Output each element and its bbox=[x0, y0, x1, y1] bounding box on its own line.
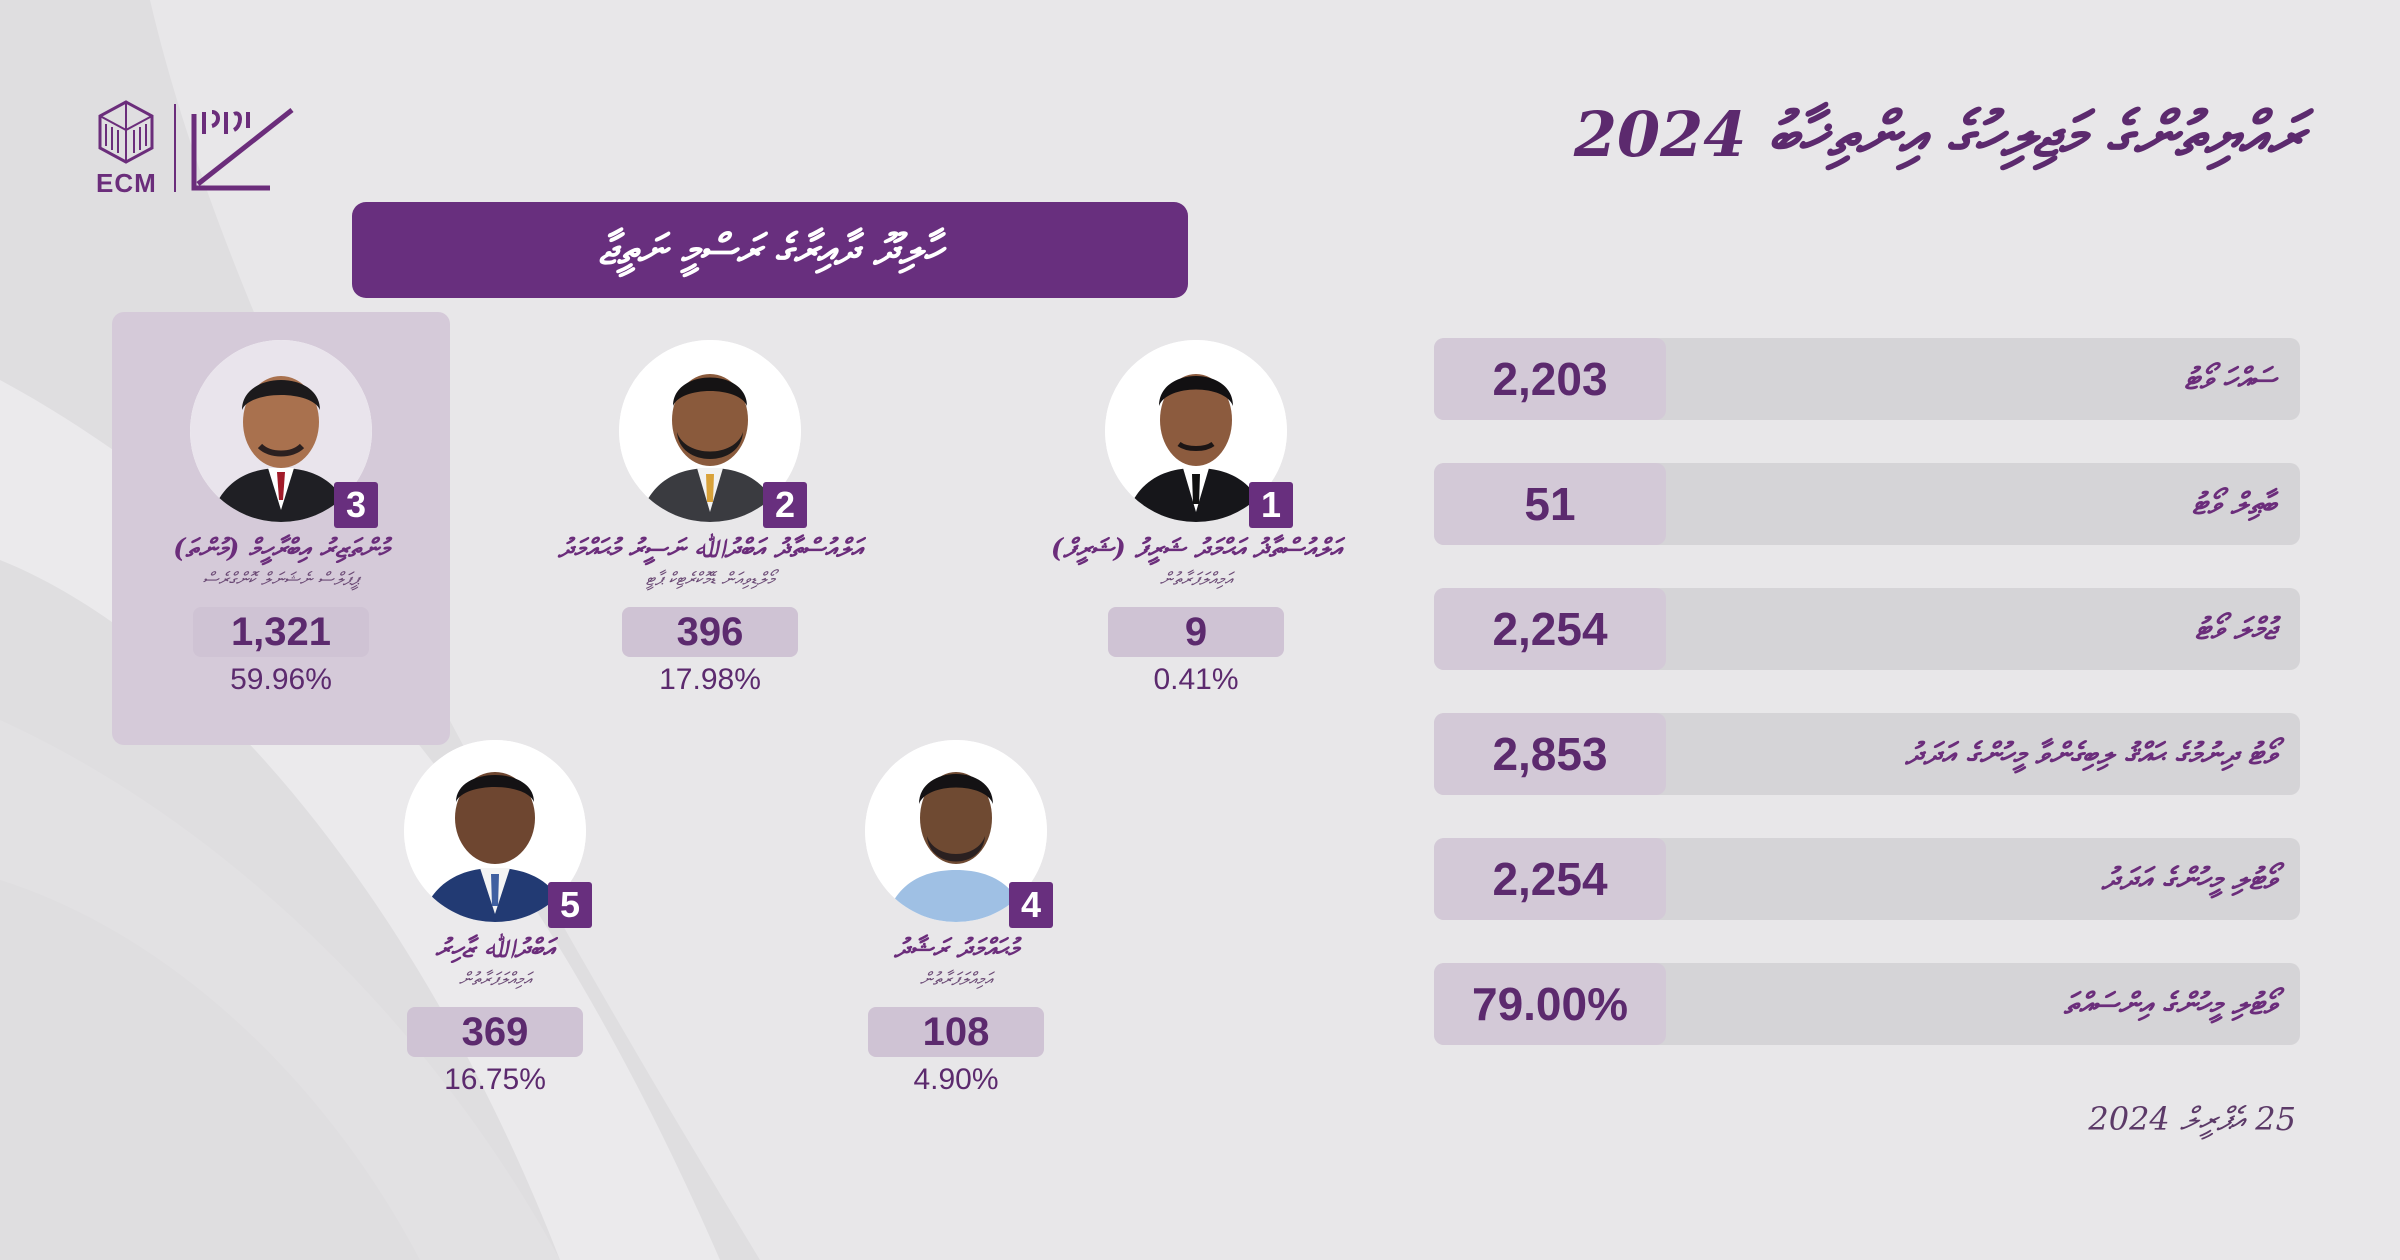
candidate-card: 1 އަލްއުސްތާޛު އަޙްމަދު ޝަރީފު (ޝަރީފް) … bbox=[1026, 340, 1366, 697]
candidate-party: މޯލްޑިވިއަން ޑެމޮކްރެޓިކް ޕާޓީ bbox=[645, 569, 775, 590]
candidate-percent: 16.75% bbox=[444, 1063, 546, 1096]
stat-value: 2,853 bbox=[1434, 713, 1666, 795]
candidate-percent: 0.41% bbox=[1153, 663, 1239, 696]
stat-value: 79.00% bbox=[1434, 963, 1666, 1045]
candidate-card: 2 އަލްއުސްތާޛު އަބްދުﷲ ނަސީރު މުޙައްމަދު… bbox=[540, 340, 880, 697]
stat-label: ސައްހަ ވޯޓު bbox=[2184, 361, 2276, 397]
candidate-photo bbox=[190, 340, 372, 522]
ecm-cube-icon bbox=[98, 100, 154, 164]
stat-row-total-votes: 2,254 ޖުމްލަ ވޯޓު bbox=[1434, 588, 2300, 670]
candidate-name: އަލްއުސްތާޛު އަބްދުﷲ ނަސީރު މުޙައްމަދު bbox=[557, 534, 863, 564]
candidate-party: އަމިއްލަފަރާތުން bbox=[458, 969, 532, 990]
stat-value: 51 bbox=[1434, 463, 1666, 545]
stat-label: ޖުމްލަ ވޯޓު bbox=[2195, 611, 2276, 647]
stat-row-turnout: 79.00% ވޯޓުލި މީހުންގެ އިންސައްތަ bbox=[1434, 963, 2300, 1045]
candidate-name: މުޙައްމަދު ރަޝާދު bbox=[894, 934, 1018, 964]
candidate-party: އަމިއްލަފަރާތުން bbox=[1159, 569, 1233, 590]
candidate-votes: 1,321 bbox=[193, 607, 369, 657]
stat-row-invalid-votes: 51 ބާޠިލް ވޯޓު bbox=[1434, 463, 2300, 545]
candidate-percent: 4.90% bbox=[913, 1063, 999, 1096]
page-title: ރައްޔިތުންގެ މަޖިލިހުގެ އިންތިޚާބު 2024 bbox=[1573, 98, 2304, 171]
ballot-mark-icon bbox=[191, 108, 294, 191]
candidate-name: އަލްއުސްތާޛު އަޙްމަދު ޝަރީފު (ޝަރީފް) bbox=[1050, 534, 1342, 564]
constituency-banner: ހާލިދޫ ދާއިރާގެ ރަސްމީ ނަތީޖާ bbox=[352, 202, 1188, 298]
candidate-number-badge: 1 bbox=[1249, 482, 1293, 528]
candidate-votes: 396 bbox=[622, 607, 798, 657]
candidate-photo bbox=[865, 740, 1047, 922]
candidate-number-badge: 5 bbox=[548, 882, 592, 928]
stat-row-eligible-voters: 2,853 ވޯޓު ދިނުމުގެ ޙައްޤު ލިބިގެންވާ މީ… bbox=[1434, 713, 2300, 795]
candidate-party: އަމިއްލަފަރާތުން bbox=[919, 969, 993, 990]
stat-value: 2,254 bbox=[1434, 588, 1666, 670]
candidate-percent: 59.96% bbox=[230, 663, 332, 696]
logo-divider bbox=[174, 104, 176, 192]
candidate-number-badge: 3 bbox=[334, 482, 378, 528]
logo-text: ECM bbox=[96, 168, 157, 198]
banner-text: ހާލިދޫ ދާއިރާގެ ރަސްމީ ނަތީޖާ bbox=[598, 225, 942, 274]
candidate-number-badge: 2 bbox=[763, 482, 807, 528]
stat-row-valid-votes: 2,203 ސައްހަ ވޯޓު bbox=[1434, 338, 2300, 420]
stat-row-voters: 2,254 ވޯޓުލި މީހުންގެ އަދަދު bbox=[1434, 838, 2300, 920]
candidate-card: 5 އަބްދުﷲ ޒާހިރު އަމިއްލަފަރާތުން 369 16… bbox=[325, 740, 665, 1097]
stat-label: ވޯޓުލި މީހުންގެ އިންސައްތަ bbox=[2063, 986, 2276, 1022]
candidate-votes: 369 bbox=[407, 1007, 583, 1057]
candidate-votes: 108 bbox=[868, 1007, 1044, 1057]
result-date: 25 އެޕްރީލް 2024 bbox=[2088, 1100, 2296, 1138]
candidate-party: ޕީޕަލްސް ނެޝަނަލް ކޮންގްރެސް bbox=[202, 569, 360, 590]
stat-value: 2,254 bbox=[1434, 838, 1666, 920]
candidate-number-badge: 4 bbox=[1009, 882, 1053, 928]
candidate-card: 3 މުންތަޒިރު އިބްރާހީމް (މުންތަ) ޕީޕަލްސ… bbox=[111, 340, 451, 697]
candidate-name: މުންތަޒިރު އިބްރާހީމް (މުންތަ) bbox=[173, 534, 389, 564]
candidate-photo bbox=[619, 340, 801, 522]
candidate-votes: 9 bbox=[1108, 607, 1284, 657]
candidate-card: 4 މުޙައްމަދު ރަޝާދު އަމިއްލަފަރާތުން 108… bbox=[786, 740, 1126, 1097]
candidate-percent: 17.98% bbox=[659, 663, 761, 696]
stat-label: ބާޠިލް ވޯޓު bbox=[2192, 486, 2276, 522]
ecm-logo: ECM bbox=[96, 100, 306, 200]
stat-label: ވޯޓުލި މީހުންގެ އަދަދު bbox=[2101, 861, 2276, 897]
candidate-name: އަބްދުﷲ ޒާހިރު bbox=[435, 934, 555, 964]
stat-label: ވޯޓު ދިނުމުގެ ޙައްޤު ލިބިގެންވާ މީހުންގެ… bbox=[1905, 736, 2276, 772]
stat-value: 2,203 bbox=[1434, 338, 1666, 420]
